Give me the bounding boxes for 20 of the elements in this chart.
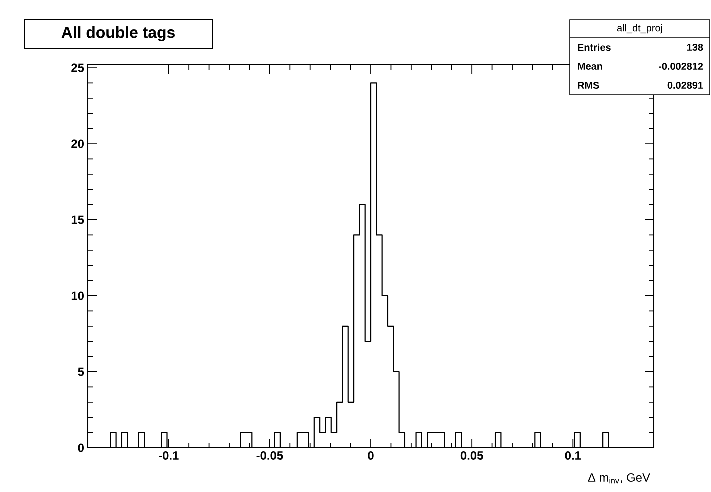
annotation: Mean [578, 63, 602, 70]
chart-title: All double tags [62, 26, 175, 42]
text: 0.02891 [668, 82, 704, 90]
x-axis-title: Δ m$_{inv}$, GeV [588, 474, 650, 484]
text: Entries [578, 44, 611, 52]
y-tick-label: 0 [78, 444, 84, 452]
text: -0.002812 [659, 62, 704, 70]
x-tick-label: -0.05 [256, 452, 284, 460]
text: all_dt_proj [617, 24, 662, 34]
x-tick-label: -0.1 [159, 452, 179, 460]
text: 138 [687, 44, 704, 52]
x-tick-label: 0 [368, 452, 374, 460]
y-tick-label: 25 [72, 64, 84, 72]
y-tick-label: 20 [72, 140, 84, 148]
annotation: RMS [578, 82, 600, 90]
y-tick-label: 5 [78, 368, 84, 376]
x-tick-label: 0.05 [460, 452, 484, 460]
y-tick-label: 15 [72, 216, 84, 224]
y-tick-label: 10 [72, 292, 84, 300]
x-tick-label: 0.1 [565, 452, 582, 460]
